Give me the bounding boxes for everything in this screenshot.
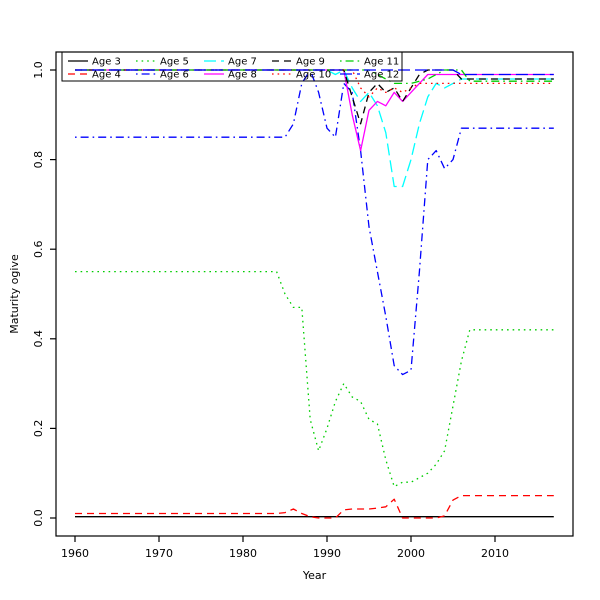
legend-label-age-10: Age 10 [296, 70, 331, 81]
legend-label-age-11: Age 11 [364, 57, 399, 68]
y-tick-label: 0.4 [32, 330, 45, 348]
y-tick-label: 0.0 [32, 509, 45, 527]
series-line-age-12 [75, 69, 554, 76]
legend-label-age-3: Age 3 [92, 57, 121, 68]
x-tick-label: 1980 [229, 547, 257, 560]
legend: Age 3 Age 5 Age 7 Age 9 Age 11 Age 4 Age 6 Age … [61, 51, 403, 82]
series-line-age-4 [75, 494, 554, 519]
legend-label-age-12: Age 12 [364, 70, 399, 81]
series-line-age-11 [75, 69, 554, 85]
series-line-age-9 [75, 69, 554, 125]
legend-box [61, 51, 403, 82]
legend-label-age-5: Age 5 [160, 57, 189, 68]
x-tick-label: 2000 [397, 547, 425, 560]
x-axis-title: Year [302, 569, 327, 582]
y-tick-label: 0.2 [32, 420, 45, 438]
legend-label-age-9: Age 9 [296, 57, 325, 68]
series-line-age-10 [75, 69, 554, 98]
series-line-age-5 [75, 270, 554, 488]
plot-box [55, 51, 574, 537]
x-tick-label: 1960 [61, 547, 89, 560]
x-tick-label: 2010 [481, 547, 509, 560]
series-line-age-6 [75, 69, 554, 376]
y-axis-title: Maturity ogive [8, 254, 21, 334]
y-tick-label: 0.8 [32, 151, 45, 169]
y-tick-label: 0.6 [32, 240, 45, 258]
series-line-age-7 [75, 69, 554, 188]
legend-label-age-7: Age 7 [228, 57, 257, 68]
series-line-age-8 [75, 69, 554, 152]
x-tick-label: 1990 [313, 547, 341, 560]
x-tick-label: 1970 [145, 547, 173, 560]
y-tick-label: 1.0 [32, 61, 45, 79]
legend-label-age-8: Age 8 [228, 70, 257, 81]
legend-label-age-4: Age 4 [92, 70, 121, 81]
legend-label-age-6: Age 6 [160, 70, 189, 81]
